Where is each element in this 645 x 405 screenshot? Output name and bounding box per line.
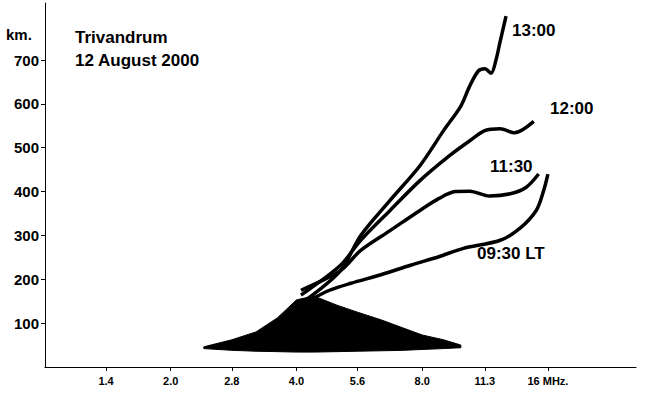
svg-text:600: 600 — [14, 95, 39, 112]
svg-text:12:00: 12:00 — [550, 99, 593, 118]
svg-text:4.0: 4.0 — [289, 375, 304, 387]
svg-text:100: 100 — [14, 315, 39, 332]
svg-text:2.0: 2.0 — [163, 375, 178, 387]
svg-text:2.8: 2.8 — [224, 375, 239, 387]
svg-text:km.: km. — [6, 26, 32, 43]
svg-text:16 MHz.: 16 MHz. — [527, 375, 568, 387]
svg-text:500: 500 — [14, 139, 39, 156]
svg-text:13:00: 13:00 — [512, 21, 555, 40]
svg-text:400: 400 — [14, 183, 39, 200]
svg-text:300: 300 — [14, 227, 39, 244]
svg-text:5.6: 5.6 — [350, 375, 365, 387]
svg-text:12 August 2000: 12 August 2000 — [75, 51, 199, 70]
svg-text:8.0: 8.0 — [415, 375, 430, 387]
svg-text:Trivandrum: Trivandrum — [75, 28, 168, 47]
svg-text:700: 700 — [14, 52, 39, 69]
svg-text:200: 200 — [14, 271, 39, 288]
svg-text:09:30 LT: 09:30 LT — [477, 244, 545, 263]
svg-text:1.4: 1.4 — [98, 375, 114, 387]
svg-text:11:30: 11:30 — [490, 157, 533, 176]
svg-text:11.3: 11.3 — [474, 375, 495, 387]
